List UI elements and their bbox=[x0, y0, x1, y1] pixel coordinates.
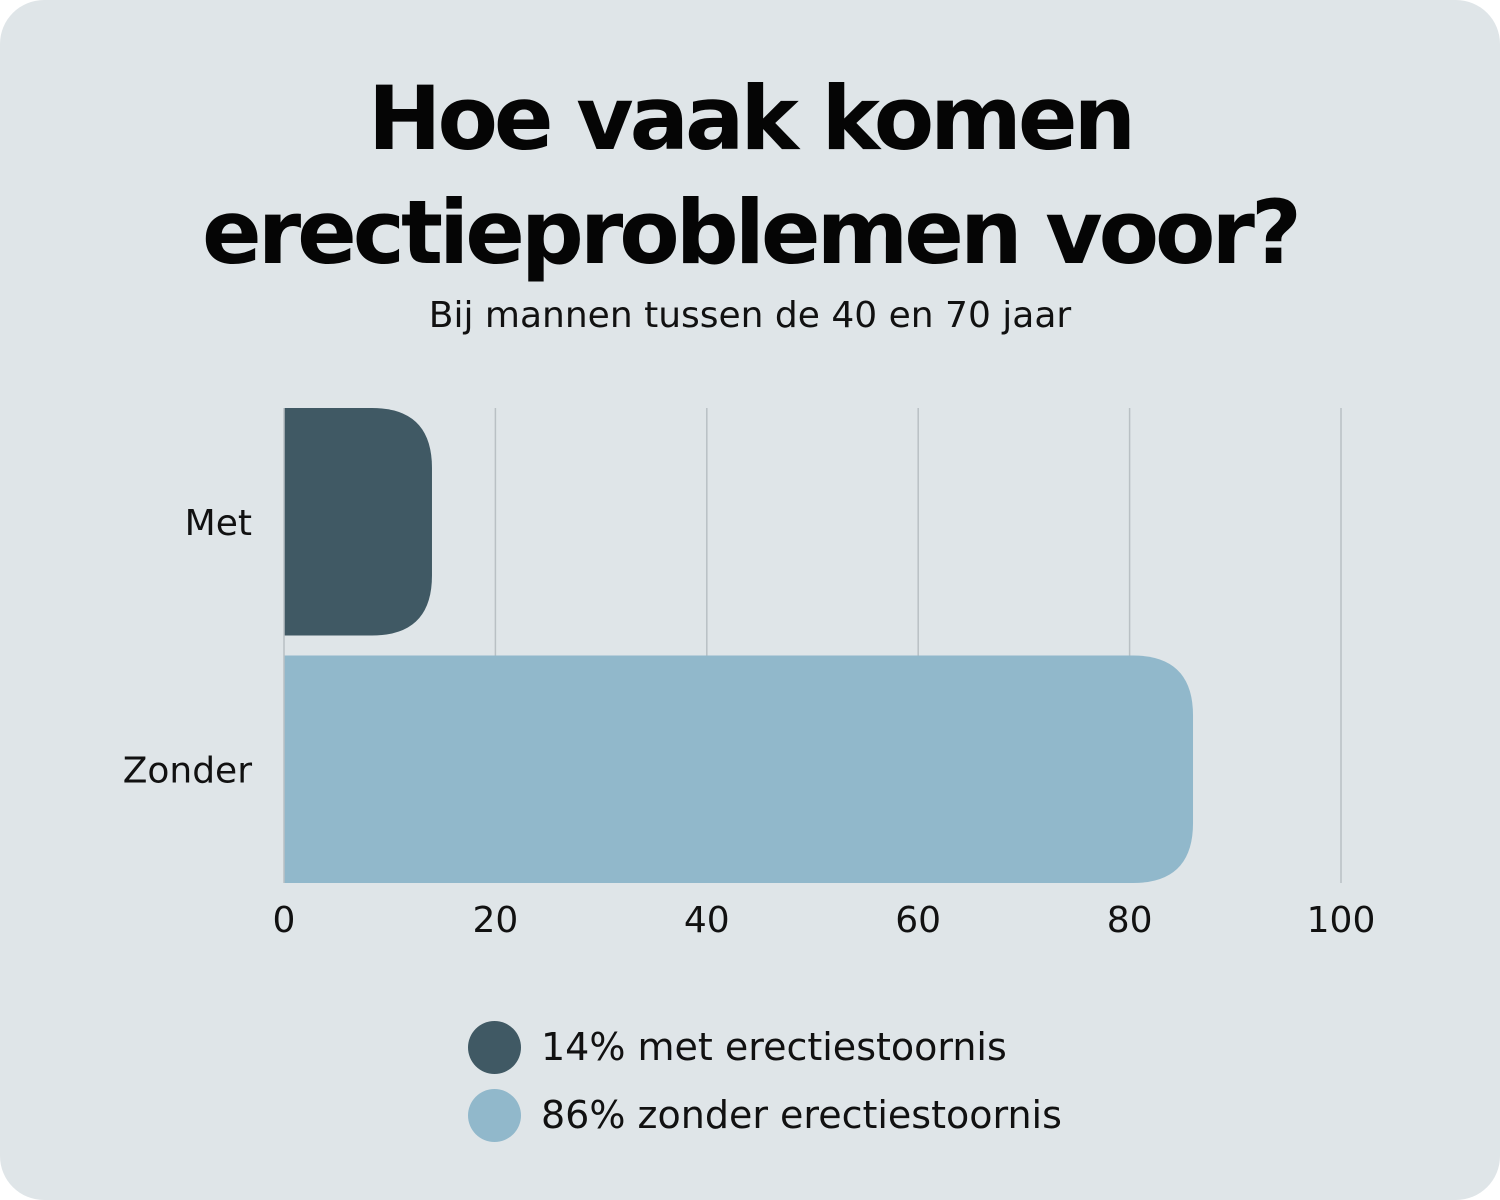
x-tick-label-80: 80 bbox=[1107, 900, 1153, 941]
chart-subtitle: Bij mannen tussen de 40 en 70 jaar bbox=[428, 295, 1072, 336]
category-label-zonder: Zonder bbox=[123, 750, 253, 791]
bar-zonder bbox=[284, 655, 1194, 883]
x-tick-label-20: 20 bbox=[472, 900, 518, 941]
x-tick-label-100: 100 bbox=[1307, 900, 1376, 941]
x-tick-label-0: 0 bbox=[273, 900, 296, 941]
legend-swatch-met bbox=[468, 1020, 521, 1074]
legend-label-zonder: 86% zonder erectiestoornis bbox=[541, 1093, 1062, 1137]
legend-label-met: 14% met erectiestoornis bbox=[541, 1025, 1007, 1069]
legend-item-zonder: 86% zonder erectiestoornis bbox=[468, 1088, 1062, 1142]
x-tick-label-40: 40 bbox=[684, 900, 730, 941]
legend-swatch-zonder bbox=[468, 1088, 521, 1142]
bar-met bbox=[284, 408, 432, 636]
x-tick-label-60: 60 bbox=[895, 900, 941, 941]
chart-title: Hoe vaak komen erectieproblemen voor? bbox=[202, 67, 1302, 284]
legend: 14% met erectiestoornis 86% zonder erect… bbox=[468, 1020, 1062, 1156]
category-label-met: Met bbox=[185, 503, 252, 544]
legend-item-met: 14% met erectiestoornis bbox=[468, 1020, 1062, 1074]
